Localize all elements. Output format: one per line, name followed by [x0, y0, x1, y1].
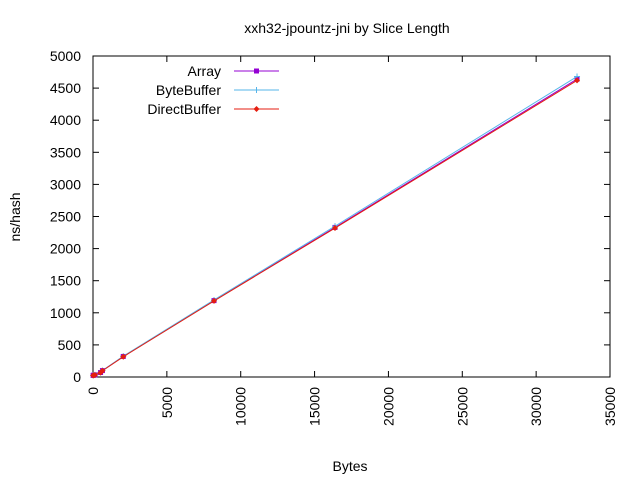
data-point [211, 297, 218, 304]
axes-group: 0 500 1000 1500 2000 2500 3000 3500 4000 4500 5000… [50, 48, 618, 426]
y-tick-label: 500 [58, 337, 82, 353]
legend-label: Array [188, 63, 221, 79]
legend-entry: DirectBuffer [147, 101, 279, 117]
legend-entry: Array [188, 63, 279, 79]
x-tick-label: 30000 [528, 387, 544, 426]
chart-title: xxh32-jpountz-jni by Slice Length [244, 20, 449, 36]
legend-label: DirectBuffer [147, 101, 221, 117]
legend: Array ByteBuffer DirectBuffer [147, 63, 279, 117]
x-tick-label: 20000 [380, 387, 396, 426]
legend-entry: ByteBuffer [156, 82, 279, 98]
x-tick-label: 5000 [159, 387, 175, 418]
y-tick-label: 0 [73, 369, 81, 385]
data-point [99, 367, 106, 374]
y-tick-label: 5000 [50, 48, 81, 64]
y-tick-label: 4000 [50, 112, 81, 128]
legend-marker [253, 106, 260, 112]
y-tick-label: 2500 [50, 209, 81, 225]
legend-label: ByteBuffer [156, 82, 221, 98]
data-point [332, 225, 339, 232]
x-axis-label: Bytes [332, 458, 367, 474]
data-point [574, 77, 581, 84]
data-point [91, 371, 98, 378]
y-tick-label: 3500 [50, 144, 81, 160]
y-tick-label: 3000 [50, 176, 81, 192]
x-tick-label: 10000 [233, 387, 249, 426]
data-point [120, 353, 127, 360]
x-tick-label: 0 [85, 387, 101, 395]
x-tick-label: 25000 [454, 387, 470, 426]
y-tick-label: 2000 [50, 241, 81, 257]
legend-marker [253, 87, 260, 93]
y-axis-label: ns/hash [7, 192, 23, 241]
series-group [90, 73, 581, 379]
legend-marker [254, 68, 259, 74]
y-tick-label: 1000 [50, 305, 81, 321]
y-tick-label: 1500 [50, 273, 81, 289]
y-tick-label: 4500 [50, 80, 81, 96]
x-tick-label: 35000 [602, 387, 618, 426]
series-directbuffer [90, 77, 581, 379]
x-tick-label: 15000 [307, 387, 323, 426]
